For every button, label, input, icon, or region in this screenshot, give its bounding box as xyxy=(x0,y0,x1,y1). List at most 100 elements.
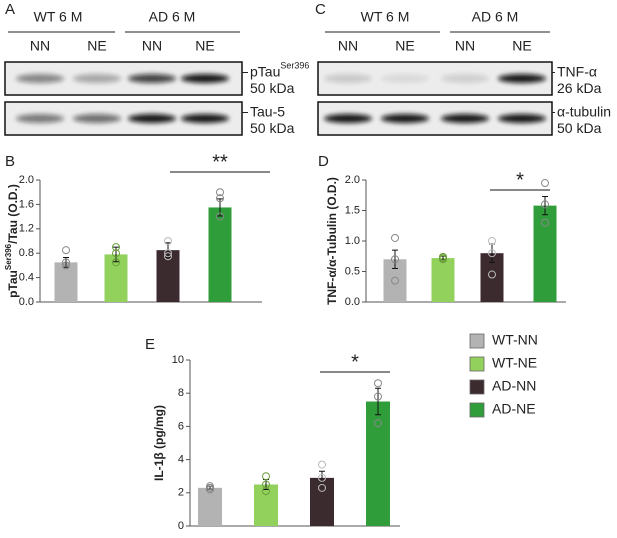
y-tick-label: 0.8 xyxy=(19,247,34,259)
y-tick-label: 0.0 xyxy=(345,296,360,308)
y-tick-label: 2 xyxy=(178,487,184,499)
panel-letter: C xyxy=(315,1,326,18)
y-axis-label: pTauSer396/Tau (O.D.) xyxy=(4,184,20,298)
data-point xyxy=(318,460,326,469)
y-tick-label: 1.2 xyxy=(19,223,34,235)
data-point xyxy=(164,237,172,245)
y-tick-label: 1.5 xyxy=(345,204,360,216)
lane-label: NE xyxy=(395,38,414,54)
band xyxy=(16,114,64,123)
data-point xyxy=(318,483,326,492)
band xyxy=(324,114,372,123)
error-bar xyxy=(542,195,548,216)
legend-swatch xyxy=(469,402,485,418)
band xyxy=(441,74,489,83)
legend-swatch xyxy=(469,379,485,395)
significance-label: * xyxy=(516,169,524,191)
y-label-tail: /Tau (O.D.) xyxy=(6,184,20,244)
panel-letter: E xyxy=(145,336,155,353)
y-tick-label: 0.0 xyxy=(19,296,34,308)
bar xyxy=(54,262,78,302)
data-point xyxy=(374,419,382,428)
data-point xyxy=(164,249,172,258)
bar xyxy=(366,401,390,526)
legend-swatch xyxy=(469,356,485,372)
data-point xyxy=(488,249,496,258)
band xyxy=(128,114,176,123)
band xyxy=(181,74,229,83)
panel-letter: D xyxy=(318,153,329,170)
y-tick-label: 4 xyxy=(178,454,184,466)
data-point xyxy=(262,472,270,481)
error-bar xyxy=(392,249,398,269)
y-axis-label: TNF-α/α-Tubulin (O.D.) xyxy=(325,177,339,305)
y-tick-label: 6 xyxy=(178,420,184,432)
band xyxy=(16,74,64,83)
data-point xyxy=(391,276,399,285)
bar xyxy=(310,477,334,526)
band xyxy=(441,114,489,123)
protein-name: α-tubulin xyxy=(557,103,611,119)
legend-label: AD-NE xyxy=(492,401,536,417)
y-tick-label: 2.0 xyxy=(345,174,360,186)
lane-label: NE xyxy=(195,38,214,54)
y-label-main: pTau xyxy=(6,270,20,298)
data-point xyxy=(112,243,120,252)
data-point xyxy=(541,179,549,188)
lane-label: NE xyxy=(512,38,531,54)
y-tick-label: 0.5 xyxy=(345,265,360,277)
data-point xyxy=(541,200,549,209)
data-point xyxy=(262,487,270,496)
data-point xyxy=(391,233,399,242)
band xyxy=(181,114,229,123)
protein-label: α-tubulin xyxy=(557,103,611,119)
protein-sup: Ser396 xyxy=(280,61,309,71)
data-point xyxy=(391,255,399,264)
group-label: WT 6 M xyxy=(34,9,83,25)
significance-label: ** xyxy=(212,151,228,173)
protein-size: 50 kDa xyxy=(250,80,295,96)
protein-name: TNF-α xyxy=(557,63,597,79)
protein-label: Tau-5 xyxy=(250,103,285,119)
group-label: AD 6 M xyxy=(149,9,196,25)
y-tick-label: 0 xyxy=(178,520,184,532)
legend-swatch xyxy=(469,333,485,349)
data-point xyxy=(374,379,382,388)
panel-letter: A xyxy=(5,1,15,18)
protein-size: 26 kDa xyxy=(557,80,602,96)
data-point xyxy=(206,485,214,494)
group-label: WT 6 M xyxy=(361,9,410,25)
lane-label: NN xyxy=(30,38,50,54)
group-label: AD 6 M xyxy=(472,9,519,25)
data-point xyxy=(541,218,549,227)
protein-size: 50 kDa xyxy=(557,120,602,136)
band xyxy=(324,74,372,83)
y-axis-label: IL-1β (pg/mg) xyxy=(152,405,166,481)
bar xyxy=(156,250,180,302)
data-point xyxy=(374,392,382,401)
protein-size: 50 kDa xyxy=(250,120,295,136)
data-point xyxy=(488,237,496,245)
bar xyxy=(208,207,232,302)
lane-label: NN xyxy=(455,38,475,54)
data-point xyxy=(112,258,120,267)
y-tick-label: 1.6 xyxy=(19,198,34,210)
bar xyxy=(533,205,557,302)
legend-label: AD-NN xyxy=(492,378,536,394)
protein-name: pTau xyxy=(250,63,280,79)
band xyxy=(381,74,429,83)
bar xyxy=(431,258,455,302)
bar xyxy=(254,484,278,526)
y-tick-label: 2.0 xyxy=(19,174,34,186)
band xyxy=(73,114,121,123)
data-point xyxy=(62,258,70,267)
y-tick-label: 0.4 xyxy=(19,272,34,284)
bar xyxy=(383,259,407,302)
panel-letter: B xyxy=(5,153,15,170)
data-point xyxy=(439,255,447,264)
data-point xyxy=(216,188,224,197)
band xyxy=(128,74,176,83)
protein-label: TNF-α xyxy=(557,63,597,79)
bar xyxy=(198,487,222,526)
